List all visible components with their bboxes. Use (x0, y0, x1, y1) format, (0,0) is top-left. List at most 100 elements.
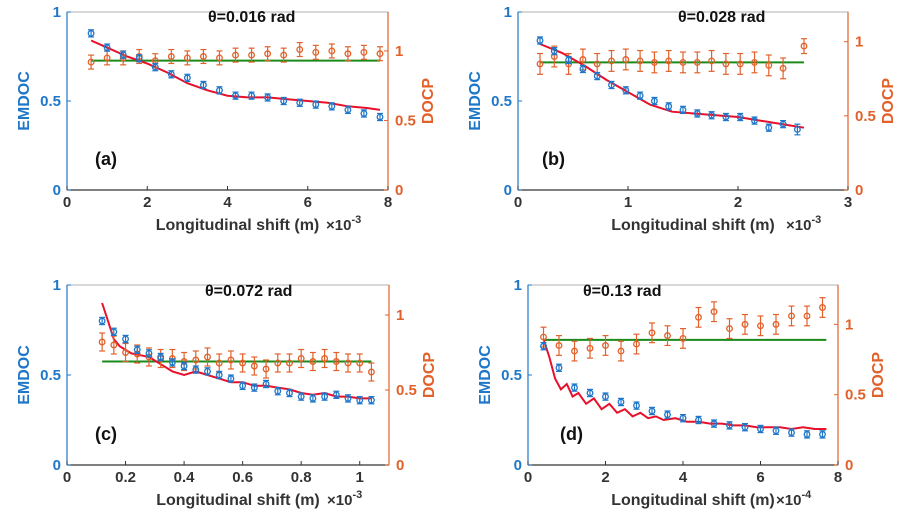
emdoc-marker (793, 126, 801, 133)
emdoc-point (312, 100, 320, 109)
emdoc-marker (250, 384, 258, 392)
docp-marker (296, 46, 304, 53)
emdoc-point (168, 358, 176, 367)
emdoc-marker (726, 421, 733, 429)
docp-point (199, 48, 207, 65)
docp-point (751, 51, 758, 74)
x-tick-label: 1 (356, 469, 364, 486)
emdoc-point (248, 91, 256, 100)
docp-point (779, 57, 787, 80)
x-multiplier-exponent: -3 (811, 214, 821, 226)
emdoc-marker (328, 102, 336, 110)
docp-marker (204, 353, 211, 361)
emdoc-point (215, 370, 223, 380)
docp-marker (765, 61, 773, 69)
docp-point (344, 353, 352, 373)
x-tick-label: 0 (63, 194, 71, 211)
docp-marker (579, 56, 587, 63)
emdoc-marker (710, 420, 718, 428)
docp-marker (87, 58, 95, 66)
panel-label: (a) (95, 149, 117, 169)
emdoc-point (679, 414, 687, 423)
emdoc-marker (608, 81, 615, 89)
emdoc-marker (145, 349, 153, 357)
x-tick-label: 1 (624, 194, 632, 211)
emdoc-point (536, 36, 544, 45)
docp-marker (741, 320, 749, 328)
emdoc-point (772, 426, 780, 435)
y-right-tick-label: 0.5 (855, 108, 876, 125)
emdoc-point (199, 80, 207, 90)
emdoc-marker (751, 117, 758, 125)
x-tick-label: 0.6 (232, 469, 253, 486)
emdoc-marker (586, 389, 594, 397)
emdoc-marker (695, 416, 702, 424)
docp-point (679, 327, 687, 349)
y-right-label: DOCP (420, 78, 437, 125)
emdoc-point (679, 105, 687, 115)
x-tick-label: 3 (844, 194, 852, 211)
x-tick-label: 0 (524, 469, 532, 486)
emdoc-marker (622, 86, 630, 94)
docp-marker (555, 342, 563, 349)
docp-point (297, 348, 305, 369)
docp-point (586, 337, 594, 359)
docp-marker (536, 60, 544, 68)
docp-point (536, 52, 544, 75)
x-multiplier-base: ×10 (776, 492, 801, 509)
emdoc-point (367, 396, 375, 405)
emdoc-marker (332, 391, 340, 399)
emdoc-marker (788, 429, 795, 437)
docp-point (555, 335, 563, 356)
docp-point (617, 340, 625, 362)
docp-marker (693, 58, 701, 66)
emdoc-point (180, 361, 188, 371)
docp-marker (110, 341, 118, 349)
y-left-tick-label: 0 (53, 457, 61, 474)
x-multiplier: ×10-3 (786, 214, 821, 234)
x-axis-label: Longitudinal shift (m) (611, 492, 775, 509)
emdoc-marker (199, 81, 207, 89)
emdoc-marker (215, 371, 223, 379)
emdoc-marker (757, 425, 764, 433)
docp-marker (309, 358, 317, 365)
y-right-tick-label: 1 (395, 43, 403, 60)
y-right-label: DOCP (421, 352, 438, 399)
docp-marker (540, 333, 547, 341)
docp-point (332, 351, 340, 372)
emdoc-point (119, 50, 127, 59)
y-left-label: EMDOC (16, 71, 33, 131)
docp-point (636, 49, 644, 72)
emdoc-point (216, 86, 223, 95)
docp-point (376, 46, 384, 62)
emdoc-marker (772, 427, 780, 435)
docp-marker (679, 334, 687, 342)
docp-marker (367, 368, 375, 376)
emdoc-point (765, 123, 773, 132)
emdoc-point (264, 93, 272, 102)
y-left-label: EMDOC (467, 71, 484, 131)
emdoc-marker (367, 396, 375, 404)
x-multiplier: ×10-3 (326, 214, 361, 234)
y-right-label: DOCP (870, 352, 887, 399)
docp-point (264, 46, 272, 62)
emdoc-point (122, 334, 129, 344)
emdoc-point (708, 111, 716, 120)
emdoc-point (274, 387, 282, 396)
emdoc-point (602, 392, 609, 401)
emdoc-marker (262, 380, 270, 388)
emdoc-marker (122, 335, 129, 343)
emdoc-marker (819, 430, 826, 438)
docp-marker (103, 54, 111, 62)
docp-point (800, 38, 808, 55)
emdoc-point (793, 123, 801, 136)
panel-label: (c) (95, 424, 117, 444)
docp-marker (695, 313, 702, 321)
docp-point (312, 44, 320, 60)
emdoc-marker (360, 110, 368, 117)
x-multiplier-base: ×10 (326, 217, 351, 234)
emdoc-point (135, 54, 143, 63)
emdoc-point (133, 345, 141, 354)
emdoc-marker (679, 106, 687, 114)
